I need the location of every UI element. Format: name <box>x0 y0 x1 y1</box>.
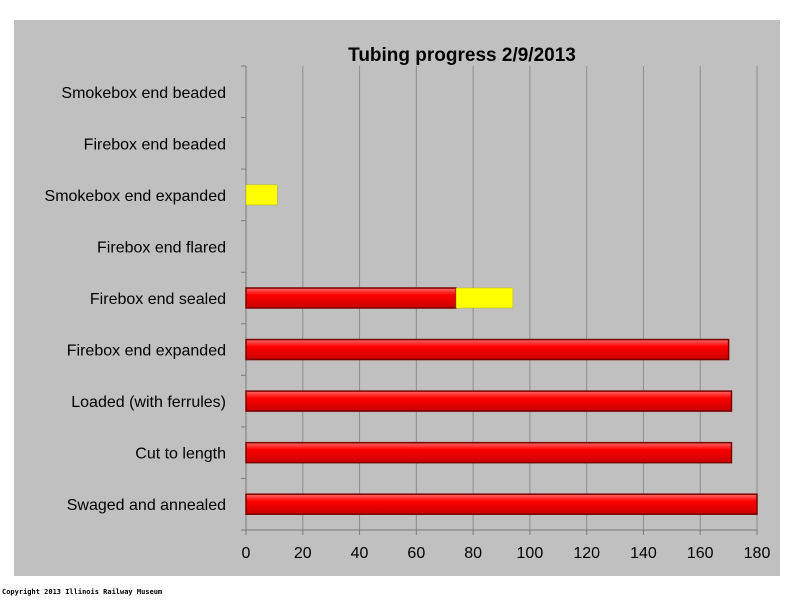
bar-segment <box>455 287 514 309</box>
category-label: Firebox end beaded <box>84 136 226 153</box>
x-tick-label: 100 <box>517 545 544 562</box>
category-labels: Smokebox end beaded Firebox end beaded Smo… <box>45 85 226 514</box>
x-tick-label: 40 <box>351 545 369 562</box>
x-tick-labels: 0 20 40 60 80 100 120 140 160 180 <box>242 545 771 562</box>
x-tick-label: 180 <box>744 545 771 562</box>
bar-segment <box>245 390 733 412</box>
category-label: Smokebox end beaded <box>61 85 226 102</box>
category-label: Firebox end flared <box>97 239 226 256</box>
x-tick-label: 0 <box>242 545 251 562</box>
x-tick-label: 120 <box>573 545 600 562</box>
bar-chart: Tubing progress 2/9/2013 Smokebox end be… <box>45 45 771 562</box>
x-tick-label: 80 <box>464 545 482 562</box>
bar-segment <box>245 184 278 206</box>
bar-segment <box>245 493 758 515</box>
x-tick-label: 140 <box>630 545 657 562</box>
category-label: Smokebox end expanded <box>45 188 226 205</box>
chart-title: Tubing progress 2/9/2013 <box>348 45 576 66</box>
bar-segment <box>245 441 733 464</box>
bar-segment <box>245 338 730 361</box>
bars <box>245 184 758 515</box>
category-label: Loaded (with ferrules) <box>71 394 226 411</box>
category-label: Firebox end sealed <box>90 291 226 308</box>
x-tick-label: 20 <box>294 545 312 562</box>
chart-area: Tubing progress 2/9/2013 Smokebox end be… <box>14 20 780 576</box>
category-label: Swaged and annealed <box>67 497 226 514</box>
category-label: Firebox end expanded <box>67 343 226 360</box>
bar-segment <box>245 287 457 309</box>
x-tick-label: 160 <box>687 545 714 562</box>
category-label: Cut to length <box>135 446 226 463</box>
x-tick-label: 60 <box>407 545 425 562</box>
copyright-notice: Copyright 2013 Illinois Railway Museum <box>2 588 163 596</box>
